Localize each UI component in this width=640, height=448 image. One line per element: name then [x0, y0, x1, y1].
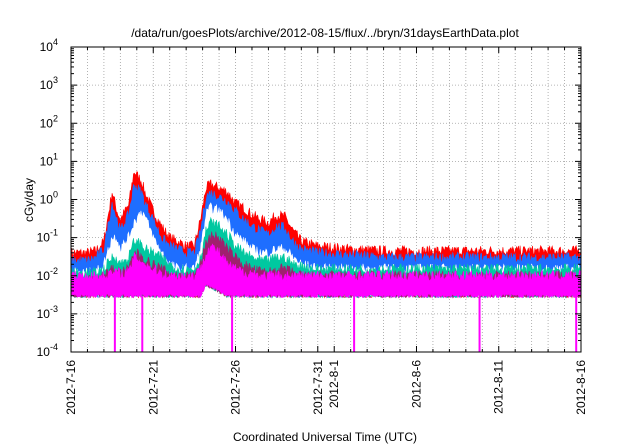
x-tick-labels: 2012-7-16 2012-7-21 2012-7-26 2012-7-31 2012… [64, 360, 588, 415]
series-layer [70, 171, 582, 299]
y-tick-label: 10-1 [37, 228, 58, 245]
x-tick-label: 2012-7-26 [229, 360, 243, 415]
x-tick-label: 2012-8-16 [574, 360, 588, 415]
dropout-layer [113, 295, 578, 352]
y-tick-label: 10-4 [37, 342, 58, 359]
y-tick-label: 10-2 [37, 266, 58, 283]
y-tick-label: 101 [40, 151, 58, 168]
y-tick-label: 104 [40, 37, 58, 54]
x-tick-label: 2012-8-6 [410, 360, 424, 408]
x-tick-label: 2012-7-31 [311, 360, 325, 415]
y-tick-label: 103 [40, 75, 58, 92]
x-axis-label: Coordinated Universal Time (UTC) [233, 430, 417, 444]
x-tick-label: 2012-8-11 [492, 360, 506, 414]
y-tick-label: 100 [40, 190, 58, 207]
chart-title: /data/run/goesPlots/archive/2012-08-15/f… [131, 26, 519, 40]
x-tick-label: 2012-8-1 [327, 360, 341, 408]
y-axis-label: cGy/day [22, 178, 36, 222]
y-tick-label: 102 [40, 113, 58, 130]
y-tick-labels: 10-4 10-3 10-2 10-1 100 101 102 103 104 [37, 37, 58, 359]
x-tick-label: 2012-7-16 [64, 360, 78, 415]
y-tick-label: 10-3 [37, 304, 58, 321]
tick-marks [70, 46, 582, 353]
x-tick-label: 2012-7-21 [146, 360, 160, 415]
